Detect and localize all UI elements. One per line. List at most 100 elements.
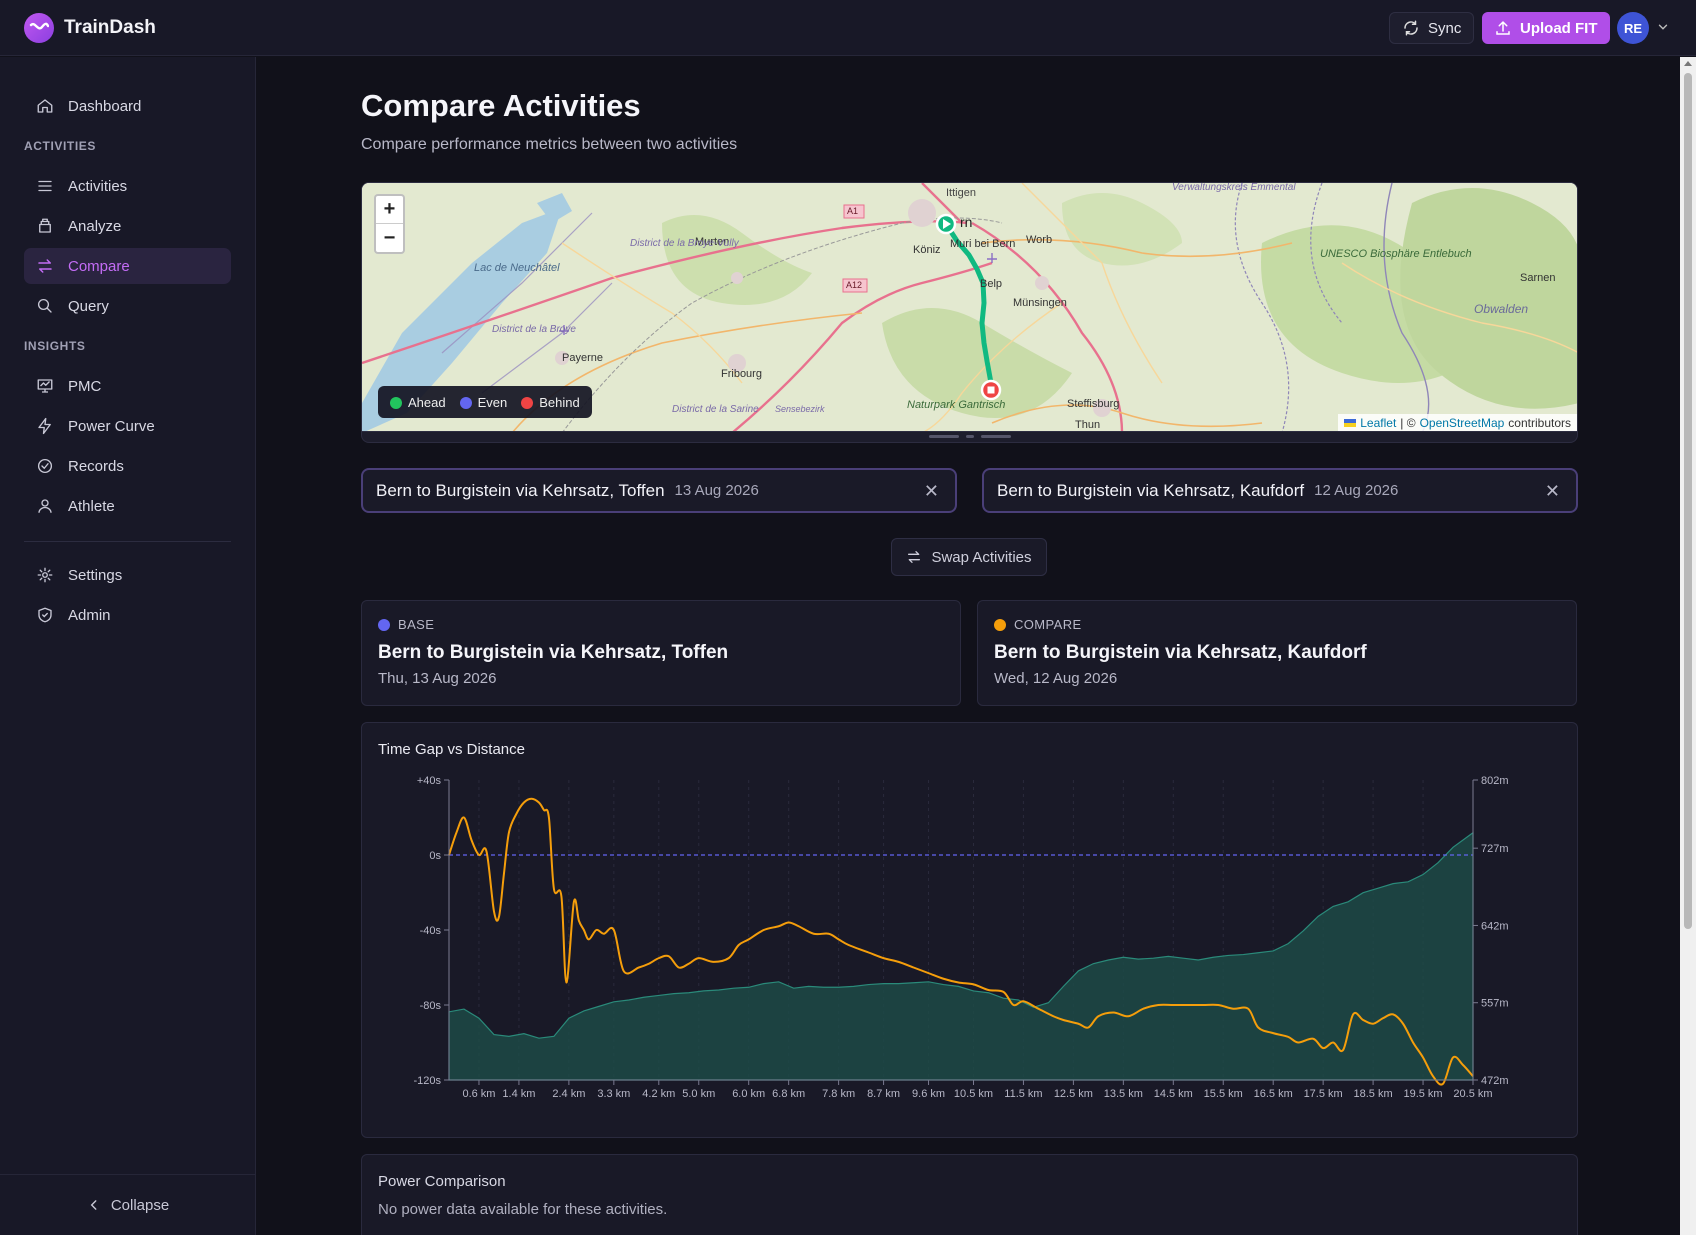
leaflet-link[interactable]: Leaflet bbox=[1360, 415, 1397, 430]
sidebar-item-admin[interactable]: Admin bbox=[24, 597, 231, 633]
swap-icon bbox=[38, 259, 52, 273]
chevron-down-icon[interactable] bbox=[1656, 20, 1670, 34]
chart-icon bbox=[37, 379, 53, 393]
chevron-left-icon bbox=[90, 1200, 97, 1210]
map-place-label: Fribourg bbox=[721, 368, 762, 380]
sidebar-item-settings[interactable]: Settings bbox=[24, 557, 231, 593]
shield-icon bbox=[38, 607, 52, 623]
swap-label: Swap Activities bbox=[931, 548, 1032, 566]
zoom-in-button[interactable]: + bbox=[376, 196, 403, 224]
clear-compare-icon[interactable]: ✕ bbox=[1544, 481, 1560, 501]
x-tick-label: 6.8 km bbox=[772, 1088, 805, 1100]
time-gap-chart[interactable]: +40s 0s -40s -80s -120s 802m 727m 642m 557m 472m 0… bbox=[362, 723, 1579, 1139]
x-tick-label: 19.5 km bbox=[1403, 1088, 1442, 1100]
time-gap-line bbox=[448, 797, 1474, 1086]
sync-label: Sync bbox=[1428, 19, 1462, 37]
sidebar: Dashboard ACTIVITIES Activities Analyze … bbox=[0, 57, 256, 1235]
scrollbar-thumb[interactable] bbox=[1684, 73, 1692, 929]
map-place-label: Verwaltungskreis Emmental bbox=[1172, 182, 1296, 193]
sidebar-item-athlete[interactable]: Athlete bbox=[24, 488, 231, 524]
clear-base-icon[interactable]: ✕ bbox=[923, 481, 939, 501]
osm-link[interactable]: OpenStreetMap bbox=[1419, 415, 1505, 430]
brand-logo-icon bbox=[24, 13, 54, 43]
sidebar-item-label: Analyze bbox=[68, 217, 122, 235]
x-tick-label: 11.5 km bbox=[1004, 1088, 1042, 1100]
upload-fit-button[interactable]: Upload FIT bbox=[1482, 12, 1610, 44]
map-attribution: Leaflet | © OpenStreetMap contributors bbox=[1338, 414, 1577, 431]
compare-activity-date: 12 Aug 2026 bbox=[1314, 482, 1399, 499]
x-tick-label: 1.4 km bbox=[502, 1088, 535, 1100]
sidebar-item-records[interactable]: Records bbox=[24, 448, 231, 484]
map-place-label: Sarnen bbox=[1520, 272, 1556, 284]
page-scrollbar[interactable] bbox=[1680, 57, 1696, 1235]
compare-kind-label: COMPARE bbox=[1014, 617, 1082, 632]
upload-icon bbox=[1496, 20, 1510, 35]
sidebar-item-label: Query bbox=[68, 297, 109, 315]
sidebar-item-label: Power Curve bbox=[68, 417, 155, 435]
legend-even-label: Even bbox=[477, 394, 508, 410]
brand[interactable]: TrainDash bbox=[24, 13, 156, 43]
bolt-icon bbox=[38, 417, 51, 435]
compare-dot-icon bbox=[994, 618, 1006, 631]
map-place-label: District de la Broye-Vully bbox=[630, 238, 739, 249]
zoom-out-button[interactable]: − bbox=[383, 226, 396, 249]
sync-button[interactable]: Sync bbox=[1389, 12, 1475, 44]
sidebar-item-dashboard[interactable]: Dashboard bbox=[24, 88, 231, 124]
check-circle-icon bbox=[37, 458, 53, 474]
sidebar-item-activities[interactable]: Activities bbox=[24, 168, 231, 204]
flag-icon bbox=[1344, 418, 1357, 427]
y-tick-label-left: -80s bbox=[420, 1000, 442, 1012]
y-tick-label-left: -120s bbox=[413, 1075, 441, 1087]
refresh-icon bbox=[1404, 20, 1418, 36]
elevation-area bbox=[448, 831, 1474, 1081]
map-place-label: Worb bbox=[1026, 234, 1053, 246]
upload-label: Upload FIT bbox=[1520, 19, 1598, 37]
section-insights: INSIGHTS bbox=[24, 339, 86, 353]
compare-card-title: Bern to Burgistein via Kehrsatz, Kaufdor… bbox=[994, 642, 1367, 663]
map-place-label: Lac de Neuchâtel bbox=[474, 262, 560, 274]
x-tick-label: 10.5 km bbox=[954, 1088, 993, 1100]
x-tick-label: 2.4 km bbox=[552, 1088, 585, 1100]
collapse-button[interactable]: Collapse bbox=[0, 1174, 256, 1235]
legend-behind-label: Behind bbox=[539, 394, 580, 410]
legend-ahead-label: Ahead bbox=[408, 394, 446, 410]
y-tick-label-right: 472m bbox=[1481, 1075, 1509, 1087]
map-resize-handle[interactable] bbox=[361, 432, 1578, 443]
avatar[interactable]: RE bbox=[1617, 12, 1649, 44]
sidebar-divider bbox=[24, 541, 231, 542]
top-bar: TrainDash Sync Upload FIT RE bbox=[0, 0, 1696, 56]
map-zoom-control[interactable]: + − bbox=[374, 194, 405, 254]
y-tick-label-right: 727m bbox=[1481, 843, 1509, 855]
scroll-up-icon[interactable] bbox=[1684, 61, 1692, 66]
attribution-sep: | © bbox=[1400, 415, 1416, 430]
base-activity-select[interactable]: Bern to Burgistein via Kehrsatz, Toffen … bbox=[361, 468, 957, 513]
sidebar-item-power-curve[interactable]: Power Curve bbox=[24, 408, 231, 444]
page-subtitle: Compare performance metrics between two … bbox=[361, 136, 738, 153]
dot-icon bbox=[459, 396, 472, 409]
map-place-label: A12 bbox=[846, 280, 863, 290]
x-tick-label: 18.5 km bbox=[1354, 1088, 1393, 1100]
collapse-label: Collapse bbox=[110, 1196, 170, 1214]
sidebar-item-label: PMC bbox=[68, 377, 102, 395]
map-place-label: Thun bbox=[1075, 419, 1101, 431]
sidebar-item-label: Athlete bbox=[68, 497, 115, 515]
sidebar-item-label: Compare bbox=[68, 257, 130, 275]
layers-icon bbox=[39, 218, 51, 233]
sidebar-item-query[interactable]: Query bbox=[24, 288, 231, 324]
sidebar-item-compare[interactable]: Compare bbox=[24, 248, 231, 284]
list-icon bbox=[38, 180, 52, 192]
map-place-label: Muri bei Bern bbox=[950, 238, 1016, 250]
dot-icon bbox=[521, 396, 534, 409]
x-tick-label: 12.5 km bbox=[1054, 1088, 1093, 1100]
attribution-contributors: contributors bbox=[1508, 415, 1571, 430]
y-tick-label-right: 802m bbox=[1481, 775, 1509, 787]
dot-icon bbox=[390, 396, 402, 409]
swap-activities-button[interactable]: Swap Activities bbox=[891, 538, 1047, 576]
sidebar-item-analyze[interactable]: Analyze bbox=[24, 208, 231, 244]
power-comparison-panel: Power Comparison No power data available… bbox=[361, 1154, 1578, 1235]
x-tick-label: 4.2 km bbox=[642, 1088, 675, 1100]
compare-activity-select[interactable]: Bern to Burgistein via Kehrsatz, Kaufdor… bbox=[982, 468, 1578, 513]
sidebar-item-pmc[interactable]: PMC bbox=[24, 368, 231, 404]
y-tick-label-left: 0s bbox=[429, 850, 441, 862]
route-map[interactable]: Ittigen rn Köniz Muri bei Bern Worb Belp Münsi… bbox=[361, 182, 1578, 432]
